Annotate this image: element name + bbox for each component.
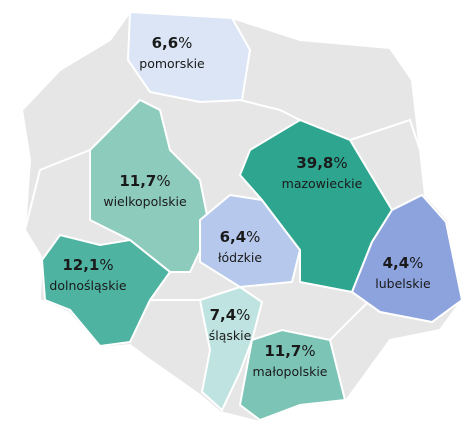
value-number: 6,6	[152, 34, 179, 52]
value-unit: %	[178, 34, 192, 52]
value-unit: %	[409, 254, 423, 272]
value-number: 7,4	[210, 306, 237, 324]
region	[126, 10, 252, 104]
region	[238, 328, 347, 422]
value-label: 6,6%	[152, 34, 193, 52]
border	[349, 118, 421, 151]
value-unit: %	[99, 256, 113, 274]
value-label: 12,1%	[62, 256, 113, 274]
value-unit: %	[236, 306, 250, 324]
value-number: 12,1	[62, 256, 99, 274]
border	[329, 299, 371, 341]
region	[350, 193, 464, 324]
value-label: 4,4%	[383, 254, 424, 272]
value-number: 6,4	[220, 228, 247, 246]
labels: 6,6% pomorskie 11,7% wielkopolskie 12,1% doln…	[49, 34, 431, 379]
region-name: dolnośląskie	[49, 278, 126, 293]
value-label: 7,4%	[210, 306, 251, 324]
border	[239, 99, 301, 121]
value-unit: %	[301, 342, 315, 360]
region-name: lubelskie	[375, 276, 431, 291]
regions	[40, 10, 464, 422]
value-label: 11,7%	[264, 342, 315, 360]
value-unit: %	[246, 228, 260, 246]
value-label: 11,7%	[119, 172, 170, 190]
value-unit: %	[333, 154, 347, 172]
border	[24, 149, 91, 231]
value-number: 11,7	[119, 172, 156, 190]
region-name: pomorskie	[139, 56, 205, 71]
region-name: wielkopolskie	[103, 194, 187, 209]
region	[40, 233, 172, 348]
value-number: 11,7	[264, 342, 301, 360]
region-name: łódzkie	[218, 250, 262, 265]
value-number: 4,4	[383, 254, 410, 272]
value-label: 39,8%	[296, 154, 347, 172]
region-name: śląskie	[209, 328, 252, 343]
region-name: mazowieckie	[282, 176, 363, 191]
value-number: 39,8	[296, 154, 333, 172]
value-label: 6,4%	[220, 228, 261, 246]
region-name: małopolskie	[252, 364, 327, 379]
region	[198, 285, 264, 412]
value-unit: %	[156, 172, 170, 190]
